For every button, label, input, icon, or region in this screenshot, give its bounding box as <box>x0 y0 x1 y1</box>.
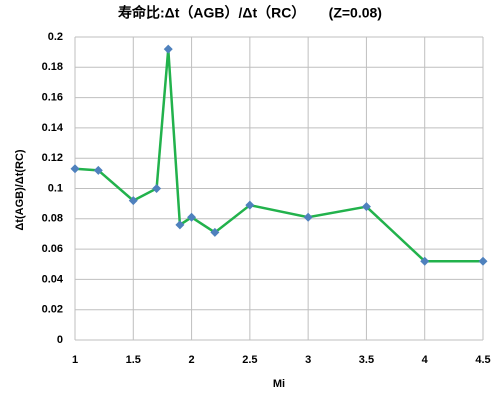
chart-title: 寿命比:Δt（AGB）/Δt（RC） (Z=0.08) <box>118 5 382 21</box>
data-point <box>152 184 162 193</box>
x-tick-label: 2 <box>189 354 195 366</box>
y-tick-label: 0.16 <box>42 92 63 104</box>
data-point <box>163 44 173 54</box>
y-tick-label: 0.06 <box>42 243 63 255</box>
data-point <box>70 164 80 174</box>
data-point <box>245 200 255 210</box>
y-tick-label: 0.12 <box>42 152 63 164</box>
data-point <box>210 227 220 237</box>
y-axis-label: Δt(AGB)/Δt(RC) <box>14 149 26 231</box>
y-tick-label: 0.08 <box>42 213 63 225</box>
data-point <box>361 202 371 212</box>
y-tick-label: 0.18 <box>42 61 63 73</box>
x-axis-label: Mi <box>273 378 285 390</box>
x-tick-label: 1.5 <box>126 354 141 366</box>
series-line <box>74 49 483 263</box>
y-tick-label: 0.04 <box>42 273 64 285</box>
x-tick-label: 4 <box>422 354 429 366</box>
data-point <box>93 165 103 175</box>
data-point <box>420 256 430 266</box>
data-point <box>478 256 488 266</box>
y-tick-label: 0.1 <box>48 182 63 194</box>
y-tick-label: 0 <box>57 334 63 346</box>
x-tick-label: 3 <box>305 354 311 366</box>
data-point <box>175 220 185 230</box>
data-point <box>303 212 313 222</box>
x-tick-label: 4.5 <box>475 354 490 366</box>
y-tick-label: 0.2 <box>48 31 63 43</box>
data-point <box>187 212 197 222</box>
y-tick-label: 0.14 <box>42 122 64 134</box>
data-point <box>128 196 138 206</box>
y-tick-label: 0.02 <box>42 304 63 316</box>
x-tick-label: 3.5 <box>359 354 374 366</box>
x-tick-label: 1 <box>72 354 78 366</box>
x-tick-label: 2.5 <box>242 354 257 366</box>
